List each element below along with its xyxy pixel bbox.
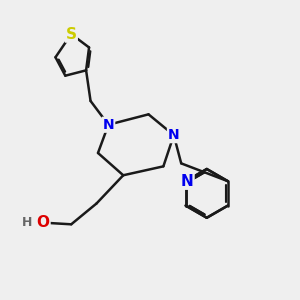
Text: S: S	[66, 27, 77, 42]
Text: N: N	[168, 128, 180, 142]
Text: H: H	[22, 216, 33, 229]
Text: N: N	[103, 118, 114, 132]
Text: O: O	[37, 215, 50, 230]
Text: N: N	[181, 174, 194, 189]
